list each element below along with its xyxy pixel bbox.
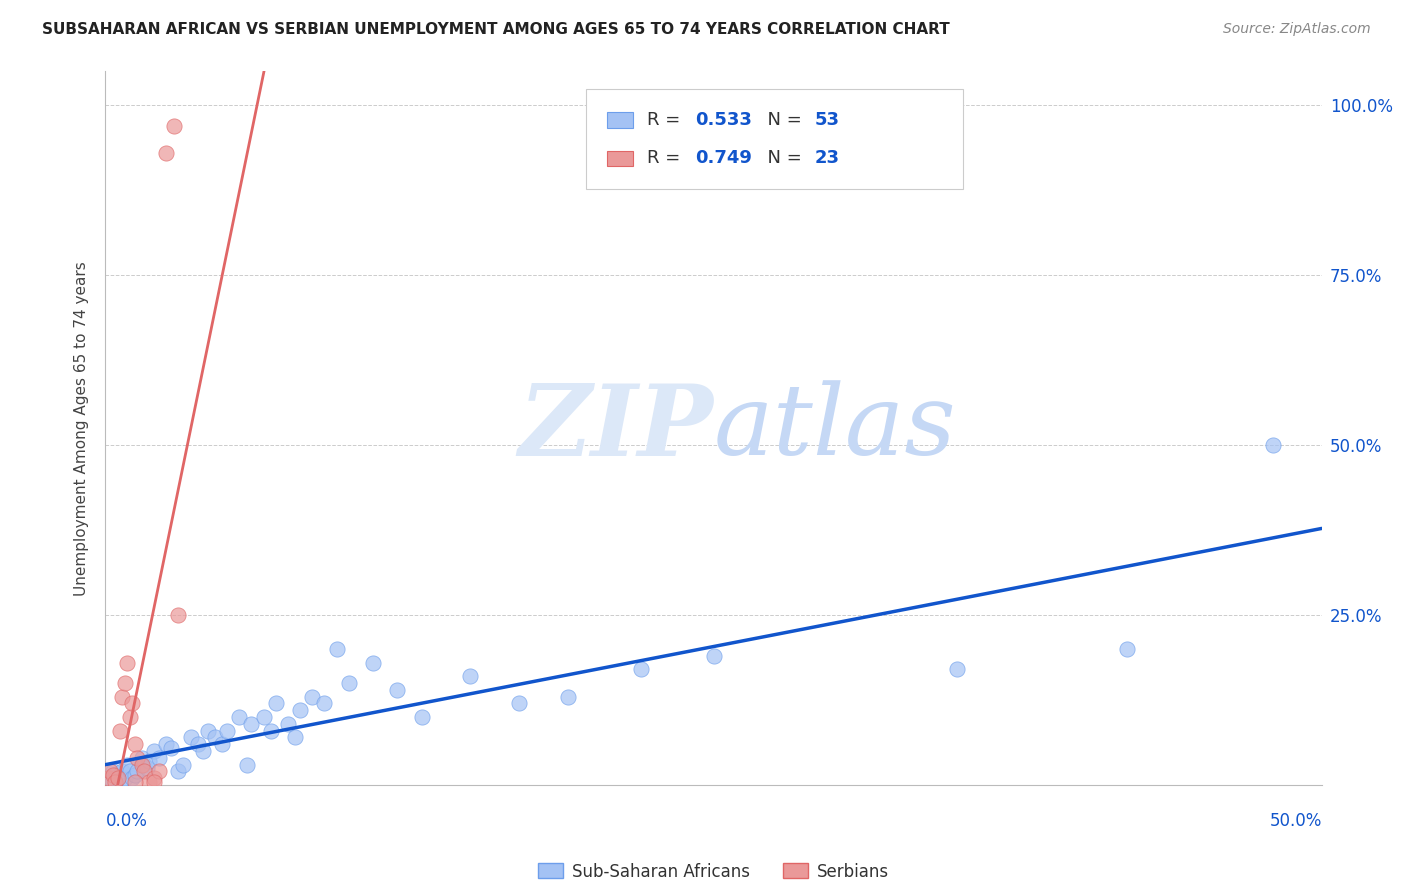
Point (111, 690, 134, 704)
Point (301, 690, 323, 704)
Point (211, 737, 233, 751)
Text: R =: R = (647, 111, 686, 128)
Point (508, 697, 530, 711)
Point (557, 690, 579, 704)
Point (108, 774, 131, 789)
Point (288, 703, 311, 717)
Point (387, 682, 409, 697)
Point (117, 757, 139, 772)
Point (104, 774, 127, 789)
Point (143, 771, 166, 785)
Point (162, 119, 184, 133)
Point (264, 697, 287, 711)
Text: Source: ZipAtlas.com: Source: ZipAtlas.com (1223, 22, 1371, 37)
Legend: Sub-Saharan Africans, Serbians: Sub-Saharan Africans, Serbians (531, 856, 896, 888)
Text: 50.0%: 50.0% (1270, 812, 1322, 830)
Point (135, 761, 157, 775)
FancyBboxPatch shape (606, 151, 633, 166)
Text: 0.0%: 0.0% (105, 812, 148, 830)
Point (155, 737, 177, 751)
Text: 0.749: 0.749 (696, 150, 752, 168)
Point (143, 744, 166, 758)
Point (111, 764, 134, 779)
Point (134, 764, 156, 779)
Point (167, 764, 190, 779)
Point (240, 716, 263, 731)
Point (252, 710, 274, 724)
Point (101, 764, 124, 779)
Point (114, 676, 136, 690)
Text: 23: 23 (814, 150, 839, 168)
Point (945, 662, 967, 676)
Point (125, 751, 148, 765)
Point (108, 723, 131, 738)
Point (124, 737, 146, 751)
Point (138, 774, 160, 789)
Point (121, 771, 143, 785)
Point (131, 757, 153, 772)
Point (187, 737, 209, 751)
Point (148, 751, 170, 765)
Point (228, 710, 250, 724)
Point (114, 771, 136, 785)
Point (458, 669, 481, 683)
Point (361, 656, 384, 670)
Point (98, 771, 121, 785)
Point (284, 731, 307, 745)
Point (107, 771, 129, 785)
Text: 0.533: 0.533 (696, 111, 752, 128)
Point (167, 608, 190, 623)
Text: atlas: atlas (713, 381, 956, 475)
Point (121, 697, 143, 711)
Text: N =: N = (756, 111, 807, 128)
Point (411, 710, 433, 724)
Point (325, 642, 347, 657)
Point (235, 757, 257, 772)
Point (160, 740, 183, 755)
Point (134, 757, 156, 772)
Point (97, 771, 120, 785)
Point (101, 768, 124, 782)
Point (117, 656, 139, 670)
Point (1116, 642, 1139, 657)
Point (118, 710, 141, 724)
Point (118, 764, 141, 779)
Point (104, 768, 127, 782)
Point (155, 145, 177, 160)
Point (1261, 438, 1284, 452)
Point (125, 764, 148, 779)
Point (143, 774, 166, 789)
FancyBboxPatch shape (586, 89, 963, 189)
Text: 53: 53 (814, 111, 839, 128)
Point (98, 764, 121, 779)
Point (197, 723, 219, 738)
Point (277, 716, 299, 731)
Point (314, 697, 336, 711)
Point (148, 764, 170, 779)
Point (124, 768, 146, 782)
Text: N =: N = (756, 150, 807, 168)
Point (217, 723, 239, 738)
Text: ZIP: ZIP (519, 380, 713, 476)
Point (138, 754, 160, 768)
Point (107, 771, 129, 785)
Point (172, 757, 194, 772)
Text: SUBSAHARAN AFRICAN VS SERBIAN UNEMPLOYMENT AMONG AGES 65 TO 74 YEARS CORRELATION: SUBSAHARAN AFRICAN VS SERBIAN UNEMPLOYME… (42, 22, 950, 37)
Point (131, 751, 153, 765)
Point (204, 731, 226, 745)
Point (180, 731, 202, 745)
Point (124, 774, 146, 789)
Point (702, 648, 725, 663)
FancyBboxPatch shape (606, 112, 633, 128)
Y-axis label: Unemployment Among Ages 65 to 74 years: Unemployment Among Ages 65 to 74 years (75, 260, 90, 596)
Point (260, 723, 283, 738)
Point (191, 744, 214, 758)
Text: R =: R = (647, 150, 686, 168)
Point (630, 662, 652, 676)
Point (337, 676, 360, 690)
